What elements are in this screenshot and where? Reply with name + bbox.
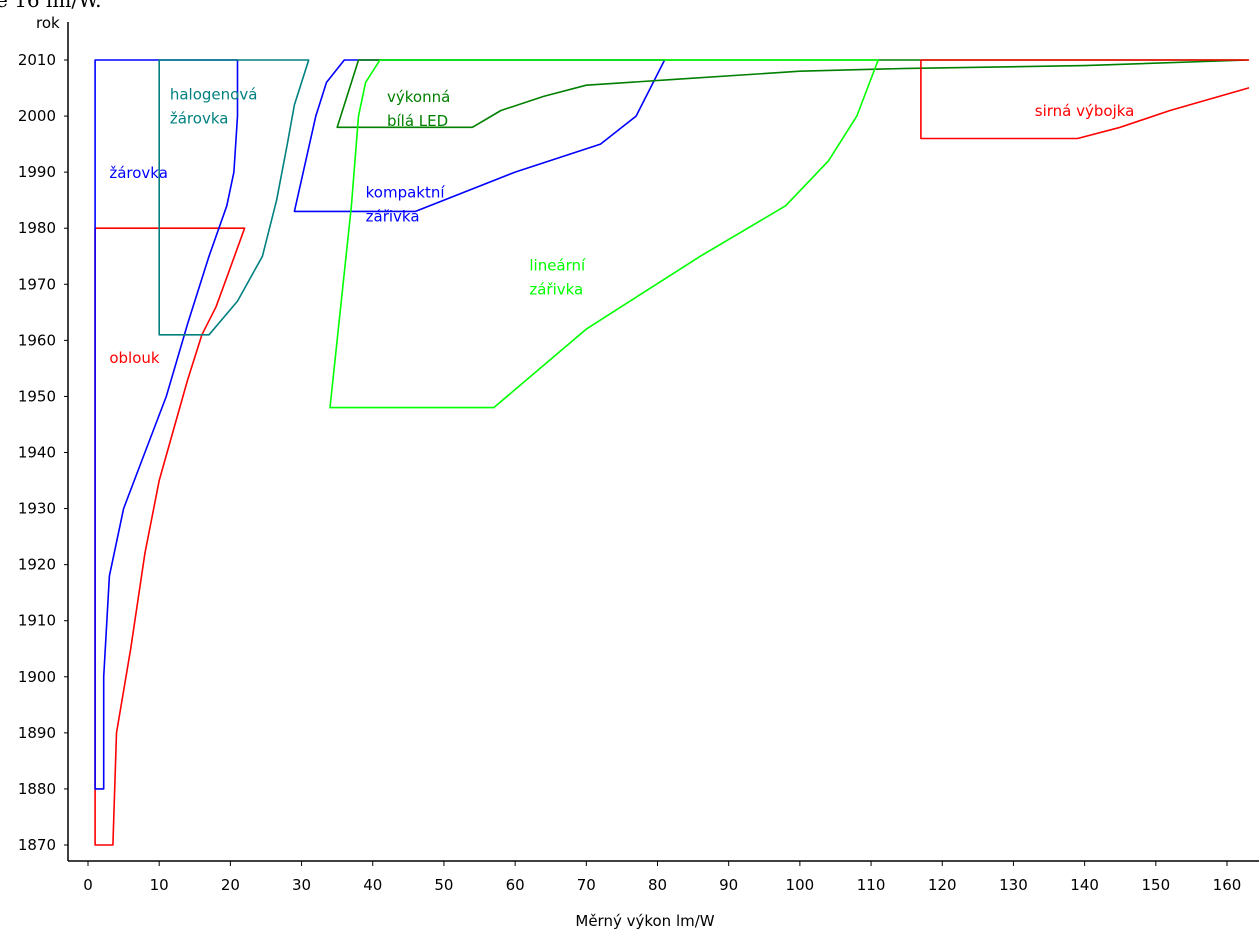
series-labels: oblouk žárovka halogenová žárovka kompaktní z… xyxy=(109,85,1134,367)
series-line-halogenova-zarovka xyxy=(158,59,310,336)
x-tick-label: 20 xyxy=(221,876,240,894)
series-layer xyxy=(94,59,1250,846)
x-tick-label: 60 xyxy=(506,876,525,894)
y-tick-label: 1880 xyxy=(18,780,56,798)
y-tick-label: 1920 xyxy=(18,556,56,574)
y-tick-label: 1900 xyxy=(18,668,56,686)
y-tick-label: 1950 xyxy=(18,387,56,405)
x-tick-label: 40 xyxy=(363,876,382,894)
x-axis-ticks: 0 10 20 30 40 50 60 70 80 90 100 110 120 130 140 150 160 xyxy=(83,861,1241,894)
y-tick-label: 2010 xyxy=(18,51,56,69)
series-line-sirna-vybojka xyxy=(920,59,1250,140)
x-tick-label: 50 xyxy=(434,876,453,894)
series-label-oblouk: oblouk xyxy=(109,349,160,367)
y-axis-title: rok xyxy=(36,14,60,32)
x-tick-label: 90 xyxy=(719,876,738,894)
series-label-halogenova-zarovka: žárovka xyxy=(170,109,229,127)
y-tick-label: 1990 xyxy=(18,163,56,181)
series-label-halogenova-zarovka: halogenová xyxy=(170,85,258,103)
y-tick-label: 1940 xyxy=(18,444,56,462)
series-label-kompaktni-zarivka: kompaktní xyxy=(366,183,446,201)
y-tick-label: 1970 xyxy=(18,275,56,293)
y-axis-ticks: 1870 1880 1890 1900 1910 1920 1930 1940 1950 1960… xyxy=(18,51,68,854)
y-tick-label: 1910 xyxy=(18,612,56,630)
series-line-oblouk xyxy=(94,227,246,846)
x-tick-label: 110 xyxy=(857,876,886,894)
y-tick-label: 1960 xyxy=(18,331,56,349)
series-line-linearni-zarivka xyxy=(329,59,879,409)
header-text-fragment: ě 16 lm/W. xyxy=(0,0,102,12)
series-label-vykonna-bila-led: výkonná xyxy=(387,88,450,106)
series-label-linearni-zarivka: lineární xyxy=(529,256,586,274)
x-tick-label: 150 xyxy=(1141,876,1170,894)
series-label-vykonna-bila-led: bílá LED xyxy=(387,112,448,130)
x-tick-label: 160 xyxy=(1213,876,1242,894)
x-axis-title: Měrný výkon lm/W xyxy=(575,912,714,930)
series-label-kompaktni-zarivka: zářivka xyxy=(366,207,420,225)
series-label-sirna-vybojka: sirná výbojka xyxy=(1035,102,1135,120)
x-tick-label: 100 xyxy=(786,876,815,894)
y-tick-label: 1890 xyxy=(18,724,56,742)
y-tick-label: 1930 xyxy=(18,500,56,518)
x-tick-label: 10 xyxy=(150,876,169,894)
y-tick-label: 1980 xyxy=(18,219,56,237)
x-tick-label: 130 xyxy=(999,876,1028,894)
x-tick-label: 120 xyxy=(928,876,957,894)
y-tick-label: 1870 xyxy=(18,836,56,854)
y-tick-label: 2000 xyxy=(18,107,56,125)
x-tick-label: 140 xyxy=(1070,876,1099,894)
series-line-zarovka xyxy=(94,59,239,790)
series-label-linearni-zarivka: zářivka xyxy=(529,280,583,298)
x-tick-label: 30 xyxy=(292,876,311,894)
series-line-kompaktni-zarivka xyxy=(293,59,666,213)
x-tick-label: 80 xyxy=(648,876,667,894)
x-tick-label: 70 xyxy=(577,876,596,894)
series-label-zarovka: žárovka xyxy=(109,164,168,182)
x-tick-label: 0 xyxy=(83,876,93,894)
